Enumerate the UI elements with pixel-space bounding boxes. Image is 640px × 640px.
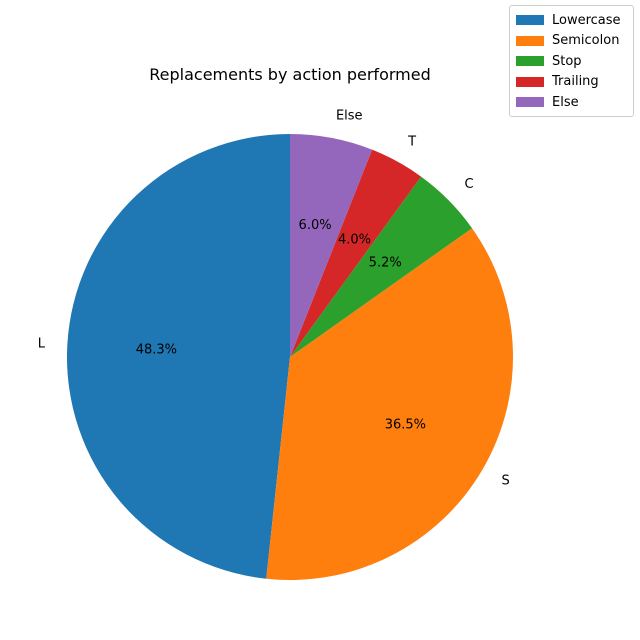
legend-item: Semicolon — [516, 31, 627, 52]
legend-swatch — [516, 97, 544, 108]
slice-label: C — [465, 177, 474, 192]
percent-label: 6.0% — [299, 218, 332, 233]
pie-slices — [66, 134, 513, 581]
pie-slice-semicolon — [266, 228, 513, 581]
pie-slice-lowercase — [66, 134, 291, 579]
legend-label: Semicolon — [552, 33, 620, 49]
pie-slice-stop — [290, 176, 473, 357]
chart-title: Replacements by action performed — [149, 65, 430, 84]
legend-swatch — [516, 35, 544, 46]
percent-labels: 48.3% 36.5% 5.2% 4.0% 6.0% — [136, 218, 426, 432]
legend-item: Trailing — [516, 72, 627, 93]
pie-slice-else — [290, 134, 373, 357]
percent-label: 5.2% — [369, 255, 402, 270]
slice-label: L — [38, 336, 46, 351]
legend: Lowercase Semicolon Stop Trailing Else — [509, 5, 634, 117]
legend-label: Lowercase — [552, 12, 621, 28]
legend-item: Lowercase — [516, 10, 627, 31]
legend-swatch — [516, 76, 544, 87]
slice-label: T — [407, 135, 416, 150]
legend-item: Else — [516, 92, 627, 113]
percent-label: 4.0% — [338, 232, 371, 247]
pie-slice-trailing — [290, 149, 422, 357]
legend-swatch — [516, 15, 544, 26]
legend-item: Stop — [516, 51, 627, 72]
percent-label: 48.3% — [136, 342, 177, 357]
legend-label: Trailing — [552, 74, 599, 90]
legend-swatch — [516, 56, 544, 67]
slice-labels: L S C T Else — [38, 109, 510, 489]
slice-label: Else — [336, 109, 363, 124]
legend-label: Stop — [552, 53, 582, 69]
percent-label: 36.5% — [385, 417, 426, 432]
legend-label: Else — [552, 94, 579, 110]
slice-label: S — [502, 474, 510, 489]
